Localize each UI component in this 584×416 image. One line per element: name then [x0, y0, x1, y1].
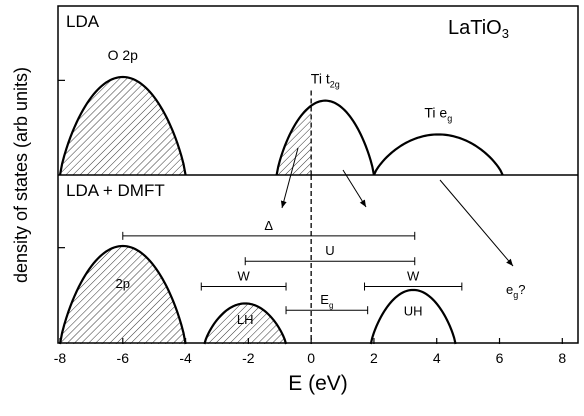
label-text: LaTiO: [448, 17, 502, 39]
peak-label: Ti t2g: [311, 71, 340, 90]
x-tick-label: -2: [242, 350, 255, 366]
interval-label: U: [325, 243, 334, 258]
note-sub: g: [513, 290, 518, 300]
hatched-area: [276, 105, 312, 175]
panel-title: LDA + DMFT: [66, 181, 165, 200]
peak-label: O 2p: [108, 47, 139, 63]
arrow: [342, 169, 367, 208]
dos-peak: [58, 75, 187, 176]
x-tick-label: -6: [117, 350, 130, 366]
hatched-area: [60, 245, 186, 344]
label-sub: g: [447, 113, 452, 123]
interval-label: Eg: [320, 292, 333, 310]
x-tick-label: 0: [307, 350, 315, 366]
panel-title: LDA: [66, 12, 100, 31]
label-text: UH: [404, 303, 423, 318]
note: eg?: [506, 282, 525, 300]
label-text: W: [238, 269, 251, 284]
compound-label: LaTiO3: [448, 17, 509, 41]
peak-label: 2p: [116, 276, 130, 291]
note-text: e: [506, 282, 513, 297]
peak-label: Ti eg: [424, 104, 452, 123]
dos-peak: [369, 288, 457, 345]
x-tick-label: 2: [370, 350, 378, 366]
label-text: O 2p: [108, 47, 139, 63]
x-tick-label: 6: [496, 350, 504, 366]
x-tick-label: 8: [558, 350, 566, 366]
interval-label: Δ: [264, 218, 273, 233]
interval-label: W: [407, 269, 420, 284]
x-tick-label: 4: [433, 350, 441, 366]
label-text: E: [320, 292, 329, 307]
hatched-area: [204, 303, 287, 344]
x-axis-label: E (eV): [288, 372, 348, 395]
hatched-area: [60, 76, 186, 175]
label-text: LH: [237, 312, 254, 327]
label-text: Δ: [264, 218, 273, 233]
dos-peak: [58, 244, 187, 345]
label-sub: g: [329, 301, 333, 310]
peak-label: UH: [404, 303, 423, 318]
peak-label: LH: [237, 312, 254, 327]
label-sub: 2g: [330, 80, 340, 90]
dos-peak: [372, 133, 504, 176]
arrow: [439, 179, 514, 267]
y-axis-label: density of states (arb units): [11, 67, 31, 283]
dos-peak: [275, 99, 376, 176]
interval-label: W: [238, 269, 251, 284]
label-sub: 3: [502, 26, 509, 41]
label-text: Ti e: [424, 104, 447, 120]
dos-peak: [203, 302, 288, 345]
x-tick-label: -8: [54, 350, 67, 366]
label-text: 2p: [116, 276, 130, 291]
x-tick-label: -4: [179, 350, 192, 366]
label-text: Ti t: [311, 71, 330, 87]
note-tail: ?: [518, 282, 525, 297]
label-text: W: [407, 269, 420, 284]
label-text: U: [325, 243, 334, 258]
